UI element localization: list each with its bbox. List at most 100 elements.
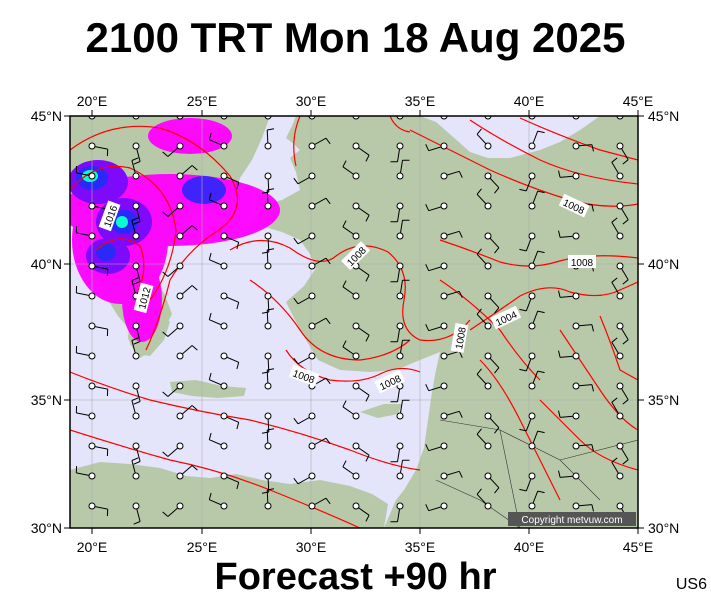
isobar-label: 1008 [454, 326, 469, 350]
wind-barb [352, 382, 370, 402]
wind-barb [616, 262, 629, 285]
wind-barb [293, 352, 316, 365]
wind-barb [484, 352, 500, 374]
top-lon-label: 40°E [514, 93, 545, 109]
land-turkey-east [244, 116, 638, 528]
wind-barb [611, 157, 624, 180]
wind-barb [132, 202, 141, 225]
wind-barb [572, 502, 594, 512]
wind-barb [476, 368, 492, 390]
right-lat-label: 35°N [648, 392, 679, 408]
wind-barb [88, 322, 109, 337]
wind-barb [162, 322, 184, 337]
copyright-box [508, 512, 636, 526]
wind-barb [132, 322, 141, 345]
wind-barb [528, 130, 545, 150]
wind-barb [264, 248, 275, 270]
wind-barb [476, 308, 492, 330]
wind-barb [220, 412, 240, 430]
wind-barb [208, 312, 228, 330]
isobars [70, 116, 638, 528]
wind-barb [519, 352, 536, 372]
wind-barb [572, 382, 594, 392]
wind-barb [528, 490, 545, 510]
wind-barb [308, 197, 331, 210]
wind-barb [440, 230, 463, 240]
wind-barb [558, 170, 580, 180]
wind-barb [558, 410, 580, 420]
wind-barb [132, 142, 141, 165]
wind-barb [88, 382, 109, 397]
wind-barb [176, 405, 198, 420]
wind-barb [75, 285, 96, 300]
wind-barb [342, 160, 360, 180]
wind-barb [132, 382, 141, 405]
wind-barb [293, 292, 316, 305]
wind-barb [572, 142, 594, 152]
bottom-lon-label: 40°E [514, 539, 545, 555]
wind-barb [176, 165, 198, 180]
wind-barb [440, 410, 463, 420]
wind-barb [131, 397, 140, 420]
wind-barb [264, 428, 275, 450]
wind-barb [162, 202, 184, 217]
wind-barb [352, 322, 370, 342]
wind-barb [611, 277, 624, 300]
wind-barb [528, 310, 545, 330]
left-lat-label: 35°N [31, 392, 62, 408]
wind-barb [519, 232, 536, 252]
wind-barb [162, 262, 184, 277]
wind-barb [390, 442, 404, 463]
wind-barb [75, 405, 96, 420]
wind-barb [484, 472, 500, 494]
wind-barb [476, 488, 492, 510]
wind-barb [132, 442, 141, 465]
wind-barb [390, 502, 404, 523]
isobar-label: 1008 [571, 258, 594, 269]
wind-barb [519, 412, 536, 432]
wind-barb [611, 217, 624, 240]
wind-barb [425, 442, 448, 452]
wind-barb [308, 137, 331, 150]
wind-barb [390, 202, 404, 223]
wind-barb [88, 442, 109, 457]
wind-barb [519, 172, 536, 192]
wind-barb [558, 230, 580, 240]
wind-barb [616, 202, 629, 225]
right-lat-label: 40°N [648, 256, 679, 272]
wind-barb [440, 350, 463, 360]
wind-barb [342, 460, 360, 480]
wind-barb [88, 262, 109, 277]
wind-barb [264, 368, 275, 390]
wind-barb [484, 172, 500, 194]
wind-barb [572, 442, 594, 452]
left-lat-label: 40°N [31, 256, 62, 272]
left-lat-label: 45°N [31, 108, 62, 124]
model-code: US6 [675, 576, 707, 593]
wind-barb [616, 382, 629, 405]
wind-barb [308, 437, 331, 450]
wind-barb [220, 172, 240, 190]
wind-barb [264, 128, 275, 150]
wind-barb [220, 352, 240, 370]
bottom-lon-label: 35°E [405, 539, 436, 555]
wind-barb [558, 290, 580, 300]
top-lon-label: 30°E [296, 93, 327, 109]
wind-barb [519, 472, 536, 492]
wind-barb [75, 225, 96, 240]
wind-barb [440, 170, 463, 180]
wind-barb [352, 142, 370, 162]
map-frame [69, 115, 639, 529]
wind-barb [425, 322, 448, 332]
wind-barb [208, 192, 228, 210]
wind-barb [519, 292, 536, 312]
isobar-label-group: 1008 [450, 322, 469, 353]
wind-barb [308, 317, 331, 330]
wind-barb [484, 412, 500, 434]
wind-barb [264, 488, 275, 510]
wind-barb [425, 382, 448, 392]
wind-barb [293, 232, 316, 245]
wind-barb [528, 190, 545, 210]
wind-barb [261, 412, 272, 434]
wind-barb [476, 188, 492, 210]
